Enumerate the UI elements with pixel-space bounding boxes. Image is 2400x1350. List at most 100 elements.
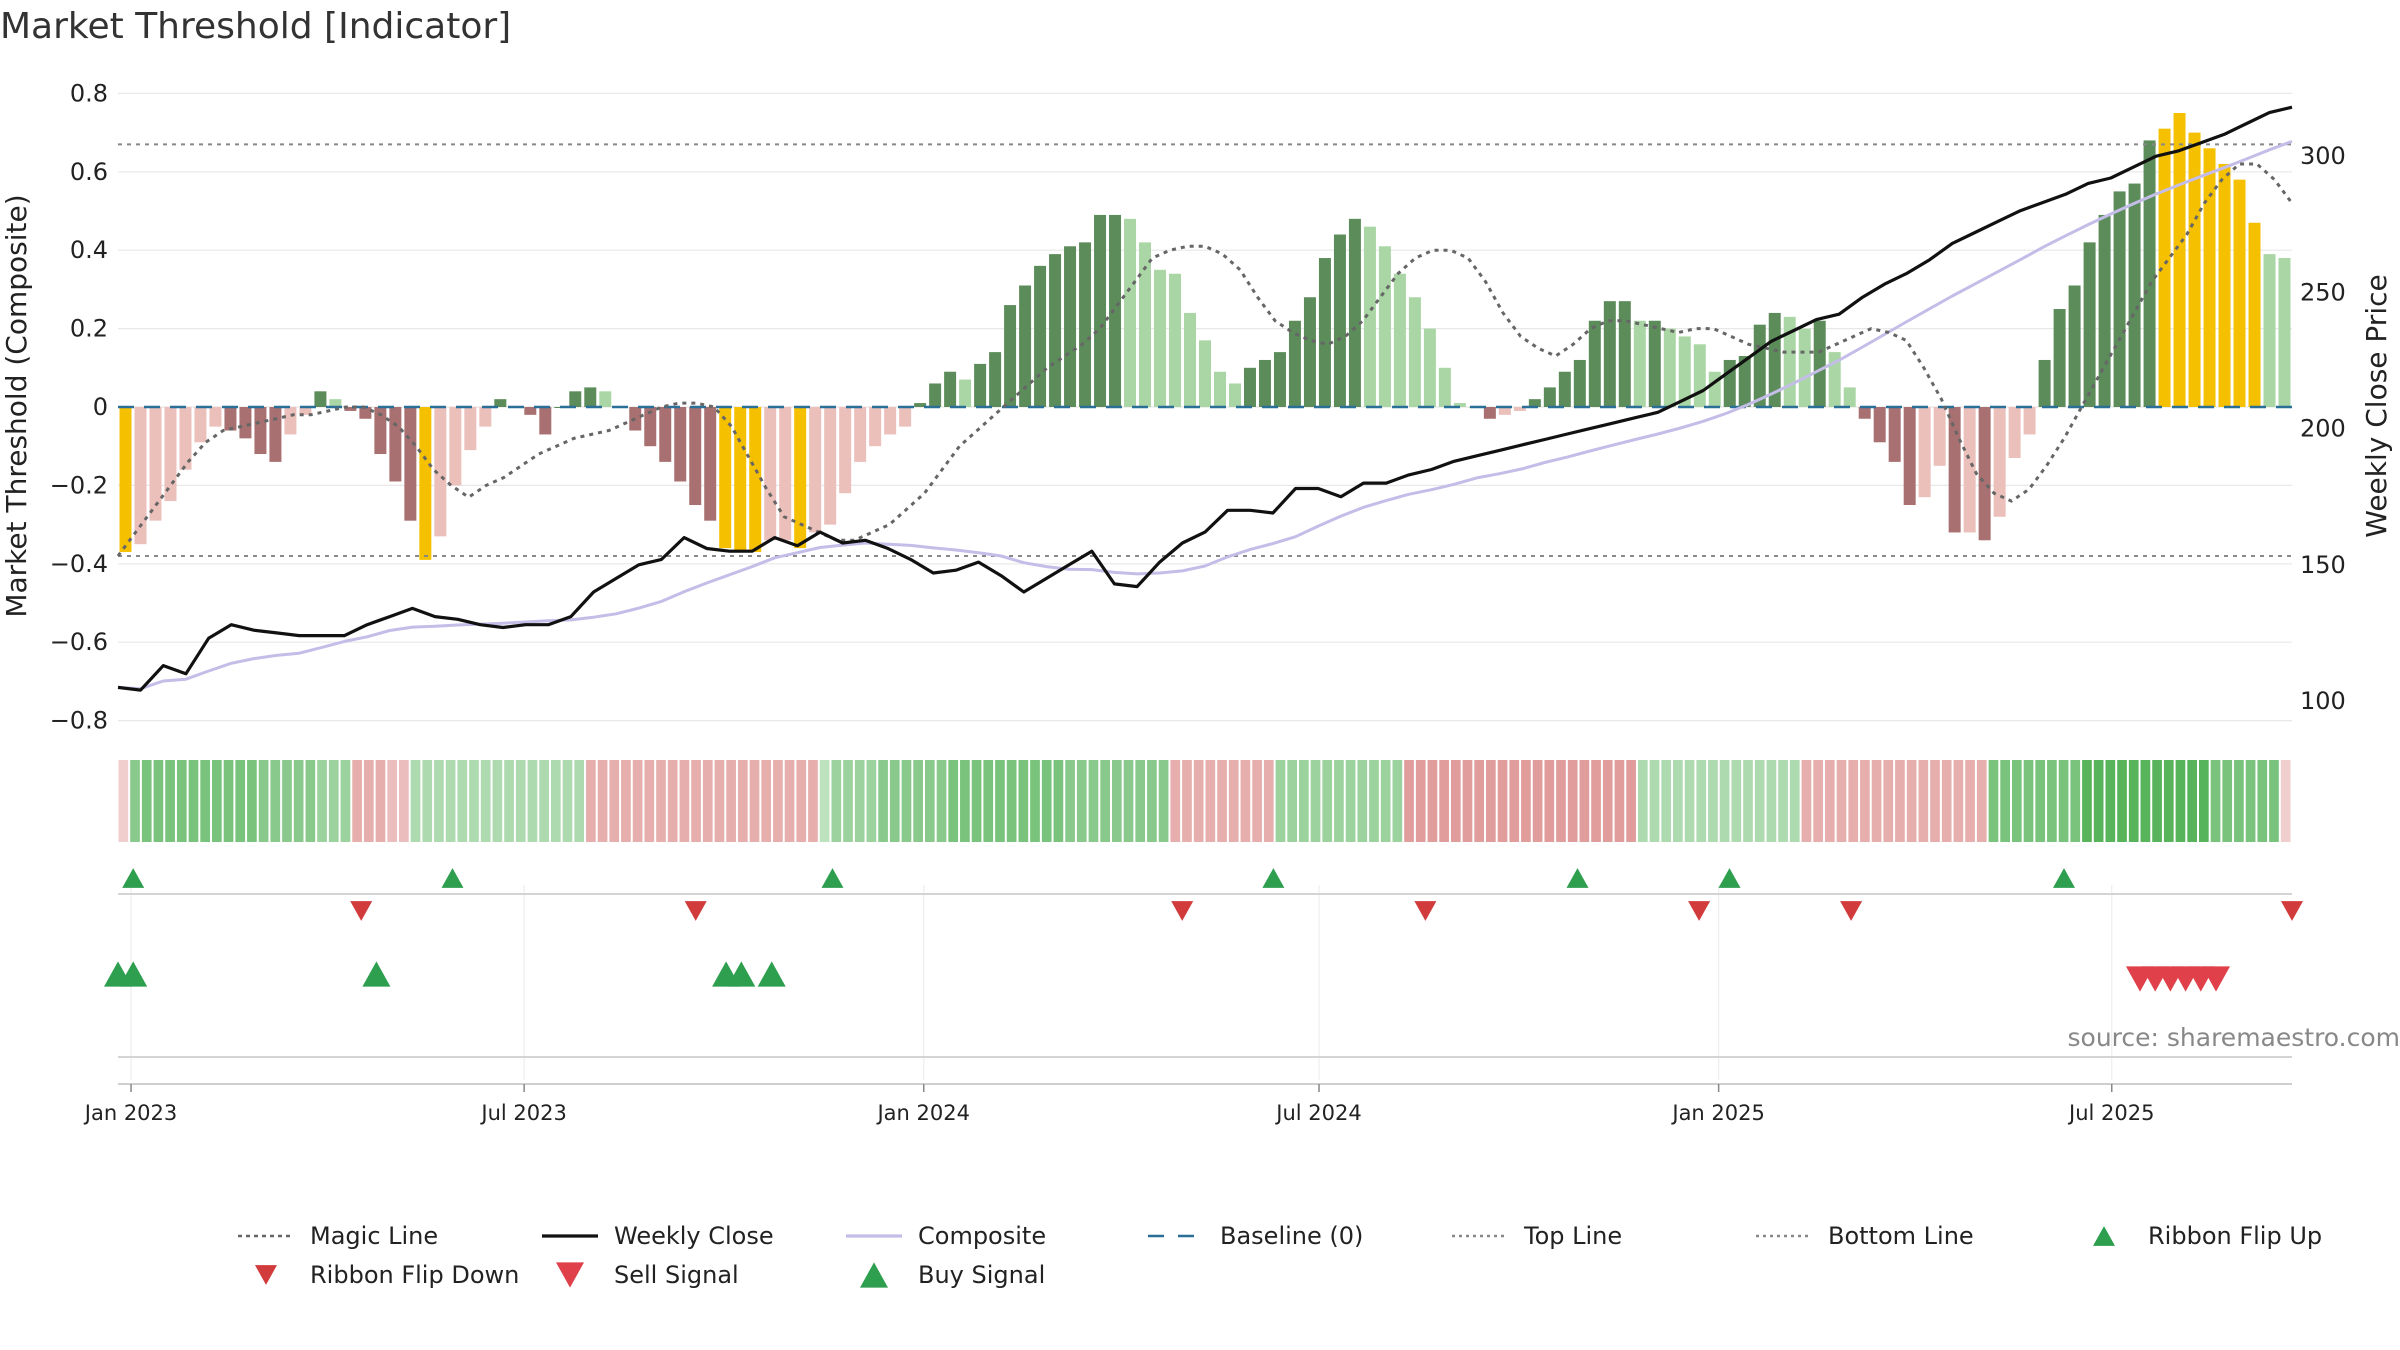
ribbon-segment bbox=[1006, 760, 1017, 842]
composite-bar bbox=[779, 407, 792, 541]
composite-bar bbox=[1903, 407, 1916, 505]
ribbon-segment bbox=[2000, 760, 2010, 842]
composite-bar bbox=[1918, 407, 1931, 498]
buy-signal-marker bbox=[757, 961, 786, 987]
composite-bar bbox=[149, 407, 162, 521]
buy-signal-marker bbox=[362, 961, 391, 987]
composite-bar bbox=[1738, 356, 1751, 407]
ribbon-segment bbox=[1182, 760, 1192, 842]
composite-bar bbox=[284, 407, 297, 435]
composite-bar bbox=[1708, 371, 1721, 407]
composite-bar bbox=[584, 387, 597, 407]
ribbon-segment bbox=[1474, 760, 1485, 842]
composite-bar bbox=[1948, 407, 1961, 533]
ribbon-segment bbox=[270, 760, 281, 842]
y2-tick-label: 200 bbox=[2300, 415, 2346, 443]
composite-bar bbox=[2233, 179, 2246, 407]
composite-bar bbox=[179, 407, 192, 470]
composite-bar bbox=[1693, 344, 1706, 407]
ribbon-segment bbox=[2222, 760, 2233, 842]
composite-bar bbox=[2188, 132, 2201, 407]
ribbon-flip-up-marker bbox=[2053, 868, 2075, 888]
ribbon-segment bbox=[200, 760, 211, 842]
ribbon-segment bbox=[656, 760, 666, 842]
ribbon-segment bbox=[1673, 760, 1683, 842]
composite-bar bbox=[1034, 265, 1047, 407]
ribbon-segment bbox=[702, 760, 713, 842]
ribbon-segment bbox=[562, 760, 573, 842]
ribbon-segment bbox=[1731, 760, 1742, 842]
composite-bar bbox=[2143, 140, 2156, 407]
composite-bar bbox=[1438, 367, 1451, 407]
ribbon-segment bbox=[1252, 760, 1262, 842]
ribbon-segment bbox=[843, 760, 853, 842]
source-credit: source: sharemaestro.com bbox=[2068, 1023, 2400, 1052]
ribbon-segment bbox=[434, 760, 444, 842]
ribbon-segment bbox=[1824, 760, 1835, 842]
ribbon-segment bbox=[410, 760, 421, 842]
trend-ribbon bbox=[118, 760, 2291, 842]
composite-bar bbox=[494, 399, 507, 407]
composite-bar bbox=[449, 407, 462, 486]
ribbon-segment bbox=[691, 760, 701, 842]
ribbon-segment bbox=[1976, 760, 1987, 842]
ribbon-segment bbox=[469, 760, 479, 842]
composite-bar bbox=[1888, 407, 1901, 462]
ribbon-segment bbox=[1193, 760, 1204, 842]
ribbon-segment bbox=[1415, 760, 1426, 842]
ribbon-segment bbox=[1567, 760, 1578, 842]
y-tick-label: −0.6 bbox=[50, 628, 108, 656]
ribbon-segment bbox=[1579, 760, 1590, 842]
legend-item: Composite bbox=[846, 1222, 1046, 1250]
ribbon-segment bbox=[1053, 760, 1064, 842]
ribbon-flip-down-marker bbox=[1171, 901, 1194, 921]
ribbon-segment bbox=[632, 760, 643, 842]
signal-panel bbox=[104, 961, 2230, 992]
magic-line bbox=[116, 162, 2294, 557]
composite-bar bbox=[314, 391, 327, 407]
y2-tick-label: 250 bbox=[2300, 278, 2346, 306]
ribbon-segment bbox=[1357, 760, 1368, 842]
ribbon-segment bbox=[1486, 760, 1496, 842]
composite-bar bbox=[404, 407, 417, 521]
composite-bar bbox=[1199, 340, 1211, 407]
ribbon-segment bbox=[1556, 760, 1566, 842]
ribbon-segment bbox=[2280, 760, 2291, 842]
legend-label: Composite bbox=[918, 1222, 1046, 1250]
composite-bar bbox=[419, 407, 432, 560]
ribbon-segment bbox=[130, 760, 140, 842]
ribbon-segment bbox=[679, 760, 690, 842]
ribbon-segment bbox=[1345, 760, 1356, 842]
composite-bar bbox=[389, 407, 402, 482]
composite-bar bbox=[974, 363, 987, 407]
composite-bar bbox=[1393, 273, 1406, 407]
y2-tick-label: 150 bbox=[2300, 551, 2346, 579]
ribbon-segment bbox=[1018, 760, 1029, 842]
ribbon-segment bbox=[819, 760, 830, 842]
composite-bar bbox=[329, 399, 342, 407]
ribbon-segment bbox=[1906, 760, 1917, 842]
ribbon-segment bbox=[1532, 760, 1543, 842]
legend-label: Baseline (0) bbox=[1220, 1222, 1363, 1250]
legend-swatch-triangle bbox=[860, 1262, 888, 1288]
ribbon-segment bbox=[363, 760, 374, 842]
x-tick-label: Jul 2023 bbox=[479, 1101, 566, 1125]
ribbon-segment bbox=[773, 760, 783, 842]
composite-bar bbox=[1094, 214, 1107, 407]
composite-bar bbox=[599, 391, 612, 407]
ribbon-segment bbox=[1076, 760, 1087, 842]
composite-bar bbox=[1243, 367, 1256, 407]
ribbon-segment bbox=[293, 760, 304, 842]
y2-tick-label: 100 bbox=[2300, 687, 2346, 715]
ribbon-segment bbox=[1427, 760, 1438, 842]
ribbon-segment bbox=[621, 760, 631, 842]
ribbon-segment bbox=[2128, 760, 2139, 842]
composite-bar bbox=[884, 407, 897, 435]
ribbon-segment bbox=[1041, 760, 1052, 842]
ribbon-segment bbox=[1626, 760, 1636, 842]
ribbon-segment bbox=[831, 760, 842, 842]
composite-bar bbox=[1079, 242, 1092, 407]
ribbon-segment bbox=[948, 760, 959, 842]
grid-lines bbox=[118, 92, 2292, 1085]
